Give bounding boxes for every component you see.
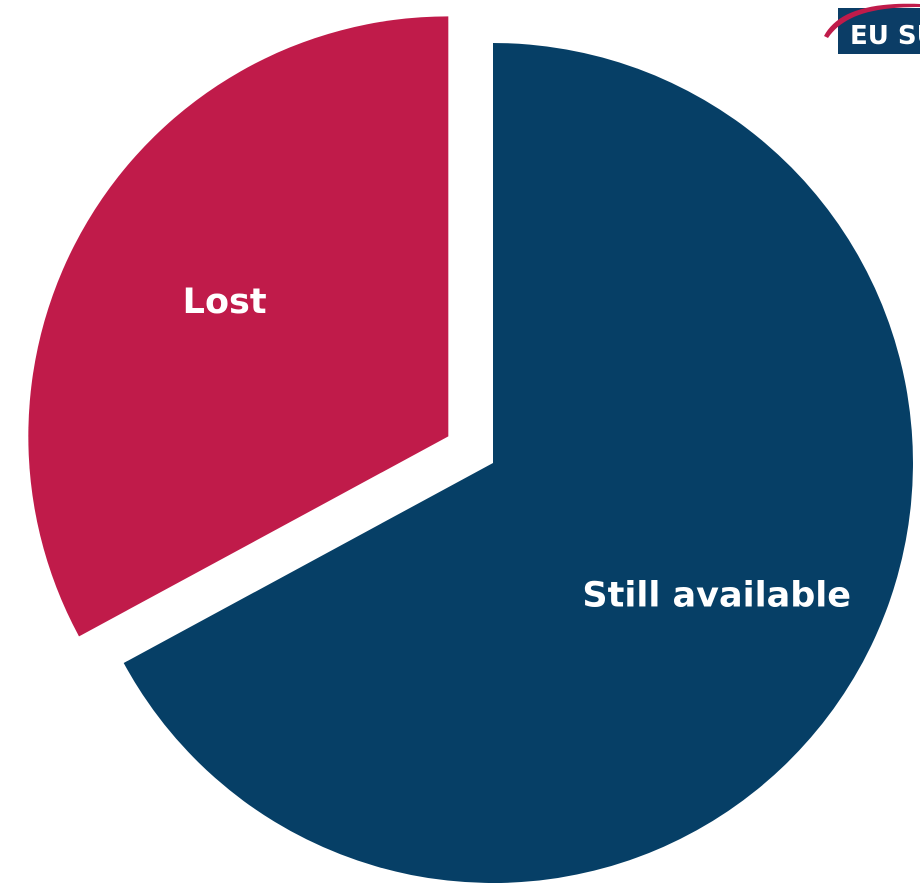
data-label-still-available: Still available [582, 575, 851, 615]
data-label-lost: Lost [183, 282, 267, 322]
pie-slice-lost [28, 16, 449, 637]
pie-data-labels: Lost Still available [183, 282, 851, 615]
pie-slices [28, 16, 914, 884]
pie-slice-still-available [123, 43, 914, 884]
logo-text: EU SU [850, 21, 920, 51]
eu-logo: EU SU [824, 3, 920, 54]
logo-swoosh [824, 3, 920, 38]
